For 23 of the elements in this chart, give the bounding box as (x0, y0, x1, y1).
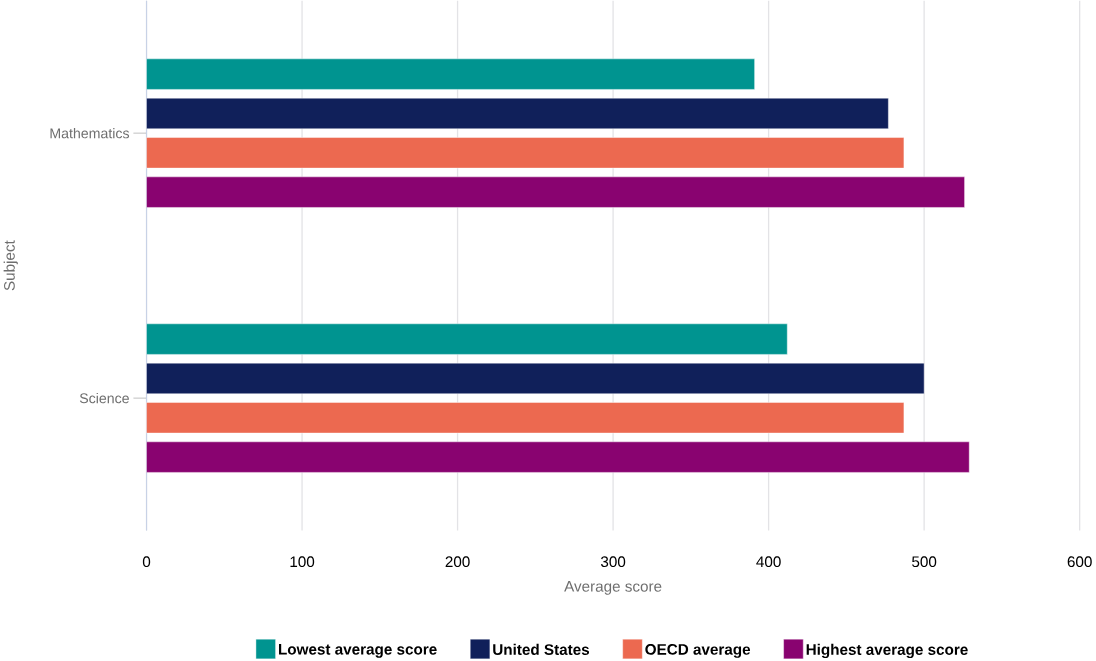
x-tick-label: 200 (445, 556, 470, 567)
bar (146, 402, 905, 434)
bar (146, 441, 970, 473)
bar (146, 176, 965, 208)
bar (146, 362, 925, 394)
bar (146, 137, 905, 169)
legend-label: United States (493, 643, 590, 655)
x-axis-title: Average score (564, 581, 662, 595)
y-tick-label: Mathematics (50, 127, 130, 139)
legend-label: Lowest average score (279, 643, 437, 658)
x-tick-label: 500 (912, 556, 937, 567)
y-tick-label: Science (79, 392, 129, 404)
x-tick-label: 0 (142, 556, 151, 567)
legend-label: Highest average score (806, 643, 968, 658)
x-tick-label: 400 (756, 556, 781, 567)
legend-label: OECD average (645, 643, 751, 658)
x-tick-label: 300 (600, 556, 626, 567)
x-tick-label: 100 (290, 556, 315, 567)
x-tick-label: 600 (1067, 556, 1092, 567)
bar (146, 97, 889, 129)
bar (146, 323, 788, 355)
bar (146, 58, 755, 90)
y-axis-title: Subject (3, 240, 18, 291)
